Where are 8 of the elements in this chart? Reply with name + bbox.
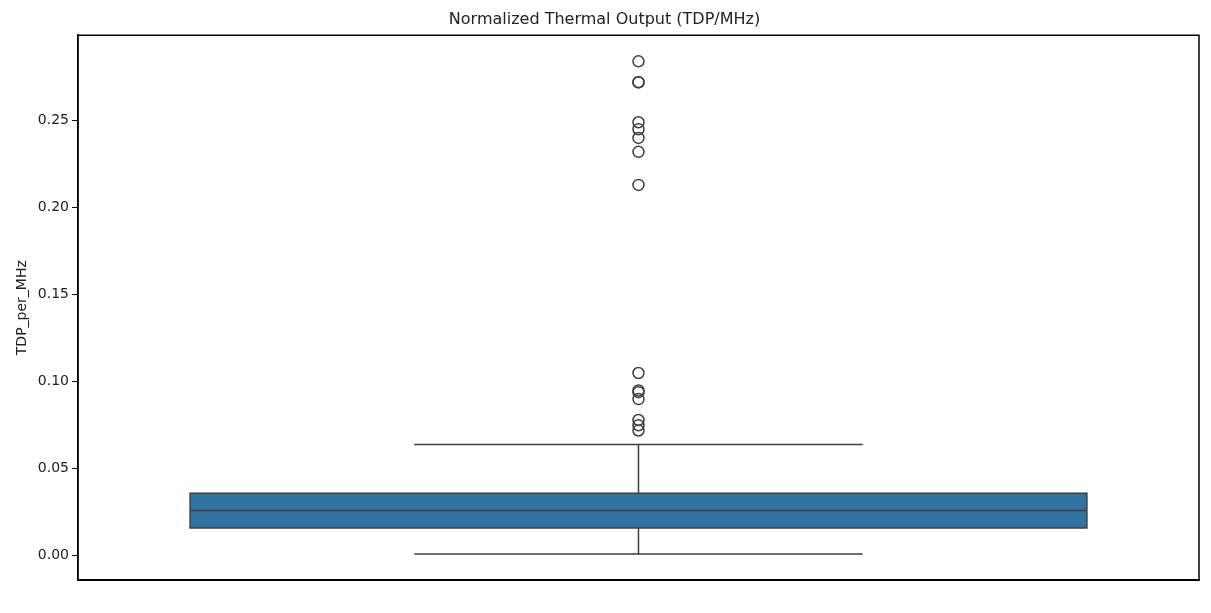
y-tick-label: 0.10	[37, 372, 69, 389]
y-axis-title: TDP_per_MHz	[13, 260, 30, 357]
y-tick-label: 0.05	[37, 459, 69, 476]
y-tick-label: 0.15	[37, 285, 69, 302]
y-tick-label: 0.25	[37, 111, 69, 128]
y-tick-label: 0.20	[37, 198, 69, 215]
chart-title: Normalized Thermal Output (TDP/MHz)	[448, 8, 761, 28]
y-tick-label: 0.00	[37, 546, 69, 563]
